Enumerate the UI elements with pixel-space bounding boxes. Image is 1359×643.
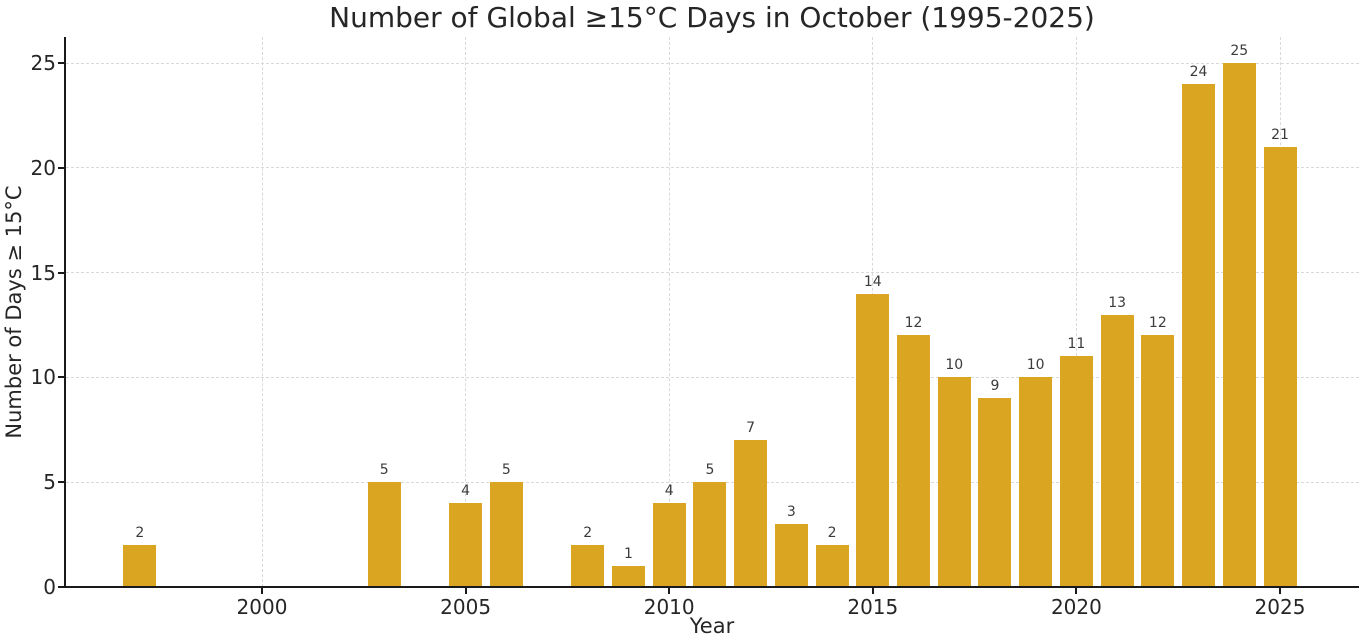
chart-title: Number of Global ≥15°C Days in October (… xyxy=(329,1,1095,34)
bar-2005 xyxy=(449,503,483,587)
v-gridline-2005 xyxy=(465,37,467,587)
y-tick-mark-5 xyxy=(58,481,64,484)
h-gridline-15 xyxy=(66,272,1359,274)
bar-value-label-2021: 13 xyxy=(1108,294,1127,311)
bar-2018 xyxy=(978,398,1012,587)
bar-value-label-2008: 2 xyxy=(583,525,593,542)
x-tick-label-2005: 2005 xyxy=(440,595,492,619)
x-tick-label-2010: 2010 xyxy=(643,595,695,619)
y-axis-spine xyxy=(64,37,66,588)
bar-2003 xyxy=(367,482,401,587)
bar-2025 xyxy=(1263,146,1297,587)
bar-2006 xyxy=(489,482,523,587)
bar-2010 xyxy=(652,503,686,587)
bar-2009 xyxy=(611,566,645,587)
x-axis-label: Year xyxy=(689,614,735,638)
y-tick-mark-25 xyxy=(58,62,64,64)
bar-value-label-2020: 11 xyxy=(1067,336,1086,353)
bar-value-label-2019: 10 xyxy=(1026,357,1045,374)
x-tick-label-2015: 2015 xyxy=(847,595,899,619)
bar-1997 xyxy=(123,545,157,587)
bar-2008 xyxy=(571,545,605,587)
bar-2022 xyxy=(1141,335,1175,587)
h-gridline-25 xyxy=(66,62,1359,64)
bar-value-label-2013: 3 xyxy=(786,504,796,521)
v-gridline-2000 xyxy=(261,37,263,587)
v-gridline-2020 xyxy=(1075,37,1077,587)
bar-2016 xyxy=(897,335,931,587)
y-tick-mark-20 xyxy=(58,166,64,169)
bar-value-label-2017: 10 xyxy=(945,357,964,374)
bar-value-label-2014: 2 xyxy=(827,525,837,542)
bar-value-label-2005: 4 xyxy=(461,483,471,500)
x-tick-mark-2010 xyxy=(668,588,671,594)
x-axis-spine xyxy=(64,586,1359,588)
h-gridline-20 xyxy=(66,167,1359,169)
bar-2012 xyxy=(734,440,768,587)
bar-2020 xyxy=(1059,356,1093,587)
bar-2019 xyxy=(1019,377,1053,587)
bar-value-label-2022: 12 xyxy=(1148,315,1167,332)
v-gridline-2010 xyxy=(668,37,670,587)
h-gridline-10 xyxy=(66,376,1359,378)
bar-value-label-2015: 14 xyxy=(863,273,882,290)
bar-value-label-2012: 7 xyxy=(746,420,756,437)
bar-value-label-2010: 4 xyxy=(664,483,674,500)
y-tick-label-25: 25 xyxy=(30,51,56,75)
x-tick-mark-2015 xyxy=(871,588,874,594)
bar-2011 xyxy=(693,482,727,587)
bar-value-label-2006: 5 xyxy=(501,462,511,479)
y-tick-mark-15 xyxy=(58,271,64,274)
y-tick-label-15: 15 xyxy=(30,260,56,285)
bar-value-label-2025: 21 xyxy=(1271,126,1289,143)
x-tick-label-2000: 2000 xyxy=(236,595,288,619)
x-tick-mark-2005 xyxy=(464,588,467,594)
bar-2023 xyxy=(1182,83,1216,587)
bar-2014 xyxy=(815,545,849,587)
bar-2024 xyxy=(1222,63,1256,587)
x-tick-mark-2000 xyxy=(261,588,263,594)
bar-2013 xyxy=(774,524,808,587)
y-tick-label-10: 10 xyxy=(30,365,56,390)
y-tick-mark-0 xyxy=(58,586,64,588)
bar-2015 xyxy=(856,293,890,587)
x-tick-mark-2025 xyxy=(1279,588,1281,594)
x-tick-label-2020: 2020 xyxy=(1050,595,1102,619)
bar-value-label-2003: 5 xyxy=(379,462,389,479)
y-axis-label: Number of Days ≥ 15°C xyxy=(2,185,26,439)
bar-value-label-2016: 12 xyxy=(904,315,923,332)
bar-value-label-1997: 2 xyxy=(135,525,145,542)
bar-2017 xyxy=(937,377,971,587)
y-tick-label-0: 0 xyxy=(43,575,56,599)
bar-value-label-2023: 24 xyxy=(1189,63,1208,80)
bar-value-label-2018: 9 xyxy=(990,378,1000,395)
x-tick-label-2025: 2025 xyxy=(1254,595,1306,619)
y-tick-label-5: 5 xyxy=(43,470,56,495)
bar-value-label-2011: 5 xyxy=(705,462,715,479)
y-tick-label-20: 20 xyxy=(30,155,56,180)
y-tick-mark-10 xyxy=(58,376,64,379)
x-tick-mark-2020 xyxy=(1075,588,1078,594)
bar-2021 xyxy=(1100,314,1134,587)
bar-value-label-2024: 25 xyxy=(1230,43,1249,59)
bar-value-label-2009: 1 xyxy=(624,546,633,563)
